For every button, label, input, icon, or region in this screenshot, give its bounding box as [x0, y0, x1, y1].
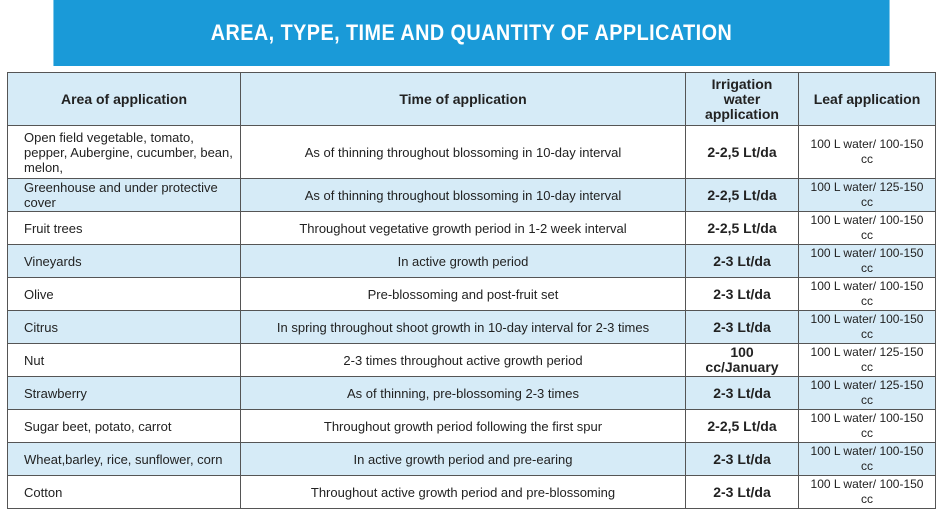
area-cell: Olive	[7, 277, 241, 311]
leaf-cell: 100 L water/ 100-150 cc	[798, 475, 936, 509]
leaf-cell: 100 L water/ 100-150 cc	[798, 310, 936, 344]
header-leaf: Leaf application	[798, 72, 936, 126]
irrigation-cell: 2-3 Lt/da	[685, 277, 799, 311]
time-cell: In spring throughout shoot growth in 10-…	[240, 310, 686, 344]
time-cell: In active growth period	[240, 244, 686, 278]
header-time: Time of application	[240, 72, 686, 126]
table-row: Strawberry As of thinning, pre-blossoming…	[7, 376, 936, 410]
irrigation-cell: 2-2,5 Lt/da	[685, 178, 799, 212]
table-row: Vineyards In active growth period 2-3 Lt/d…	[7, 244, 936, 278]
time-cell: As of thinning, pre-blossoming 2-3 times	[240, 376, 686, 410]
area-cell: Citrus	[7, 310, 241, 344]
time-cell: Pre-blossoming and post-fruit set	[240, 277, 686, 311]
time-cell: In active growth period and pre-earing	[240, 442, 686, 476]
irrigation-cell: 2-3 Lt/da	[685, 442, 799, 476]
leaf-cell: 100 L water/ 100-150 cc	[798, 442, 936, 476]
time-cell: Throughout growth period following the f…	[240, 409, 686, 443]
area-cell: Fruit trees	[7, 211, 241, 245]
table-row: Open field vegetable, tomato, pepper, Au…	[7, 125, 936, 179]
table-row: Cotton Throughout active growth period an…	[7, 475, 936, 509]
leaf-cell: 100 L water/ 100-150 cc	[798, 409, 936, 443]
area-cell: Vineyards	[7, 244, 241, 278]
irrigation-cell: 100 cc/January	[685, 343, 799, 377]
irrigation-cell: 2-2,5 Lt/da	[685, 211, 799, 245]
page-title: AREA, TYPE, TIME AND QUANTITY OF APPLICA…	[53, 0, 890, 66]
header-area: Area of application	[7, 72, 241, 126]
leaf-cell: 100 L water/ 100-150 cc	[798, 277, 936, 311]
irrigation-cell: 2-3 Lt/da	[685, 475, 799, 509]
time-cell: Throughout active growth period and pre-…	[240, 475, 686, 509]
irrigation-cell: 2-2,5 Lt/da	[685, 409, 799, 443]
table-row: Sugar beet, potato, carrot Throughout gro…	[7, 409, 936, 443]
leaf-cell: 100 L water/ 100-150 cc	[798, 244, 936, 278]
leaf-cell: 100 L water/ 125-150 cc	[798, 178, 936, 212]
leaf-cell: 100 L water/ 125-150 cc	[798, 343, 936, 377]
leaf-cell: 100 L water/ 125-150 cc	[798, 376, 936, 410]
irrigation-cell: 2-3 Lt/da	[685, 244, 799, 278]
area-cell: Nut	[7, 343, 241, 377]
area-cell: Wheat,barley, rice, sunflower, corn	[7, 442, 241, 476]
area-cell: Greenhouse and under protective cover	[7, 178, 241, 212]
table-row: Greenhouse and under protective cover As …	[7, 178, 936, 212]
area-cell: Sugar beet, potato, carrot	[7, 409, 241, 443]
leaf-cell: 100 L water/ 100-150 cc	[798, 211, 936, 245]
time-cell: 2-3 times throughout active growth perio…	[240, 343, 686, 377]
irrigation-cell: 2-2,5 Lt/da	[685, 125, 799, 179]
leaf-cell: 100 L water/ 100-150 cc	[798, 125, 936, 179]
area-cell: Open field vegetable, tomato, pepper, Au…	[7, 125, 241, 179]
table-row: Nut 2-3 times throughout active growth pe…	[7, 343, 936, 377]
table-row: Fruit trees Throughout vegetative growth …	[7, 211, 936, 245]
time-cell: As of thinning throughout blossoming in …	[240, 125, 686, 179]
irrigation-cell: 2-3 Lt/da	[685, 310, 799, 344]
area-cell: Cotton	[7, 475, 241, 509]
table-row: Citrus In spring throughout shoot growth …	[7, 310, 936, 344]
application-table: Area of application Time of application …	[7, 72, 936, 509]
area-cell: Strawberry	[7, 376, 241, 410]
time-cell: As of thinning throughout blossoming in …	[240, 178, 686, 212]
irrigation-cell: 2-3 Lt/da	[685, 376, 799, 410]
table-row: Olive Pre-blossoming and post-fruit set 2-…	[7, 277, 936, 311]
table-row: Wheat,barley, rice, sunflower, corn In ac…	[7, 442, 936, 476]
time-cell: Throughout vegetative growth period in 1…	[240, 211, 686, 245]
header-irrigation: Irrigation water application	[685, 72, 799, 126]
header-row: Area of application Time of application …	[7, 72, 936, 126]
